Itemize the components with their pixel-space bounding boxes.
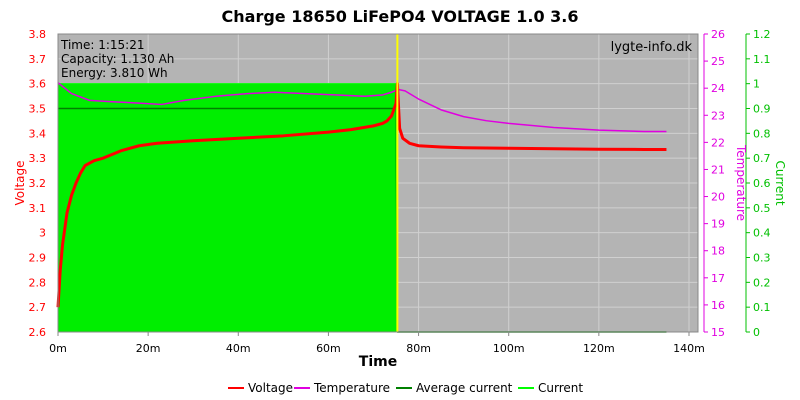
x-tick-label: 120m: [583, 342, 615, 355]
temperature-tick-label: 17: [711, 272, 725, 285]
info-box: Time: 1:15:21 Capacity: 1.130 Ah Energy:…: [60, 38, 174, 80]
current-tick-label: 0.2: [753, 276, 771, 289]
x-tick-label: 20m: [136, 342, 161, 355]
plot-border: [57, 33, 699, 333]
voltage-tick-label: 3: [39, 227, 46, 240]
temperature-axis: 15 16 17 18 19 20 21 22 23 24 25 26: [703, 28, 725, 339]
temperature-tick-label: 26: [711, 28, 725, 41]
current-area: [58, 83, 667, 333]
legend-label: Voltage: [248, 381, 293, 395]
current-tick-label: 0.8: [753, 127, 771, 140]
temperature-tick-label: 21: [711, 163, 725, 176]
temperature-tick-label: 18: [711, 245, 725, 258]
chart-title: Charge 18650 LiFePO4 VOLTAGE 1.0 3.6: [222, 7, 579, 26]
current-tick-label: 0.1: [753, 301, 771, 314]
temperature-tick-label: 16: [711, 299, 725, 312]
info-energy: Energy: 3.810 Wh: [61, 66, 168, 80]
x-tick-label: 100m: [493, 342, 525, 355]
current-tick-label: 0.4: [753, 227, 771, 240]
legend: Voltage Temperature Average current Current: [228, 381, 583, 395]
current-tick-label: 0.5: [753, 202, 771, 215]
voltage-tick-label: 2.6: [29, 326, 47, 339]
watermark: lygte-info.dk: [611, 40, 693, 55]
legend-label: Current: [538, 381, 583, 395]
current-tick-label: 0.9: [753, 103, 771, 116]
current-axis-label: Current: [773, 160, 787, 205]
current-tick-label: 0.6: [753, 177, 771, 190]
current-tick-label: 1.1: [753, 53, 771, 66]
voltage-tick-label: 3.3: [29, 152, 47, 165]
voltage-axis: 2.6 2.7 2.8 2.9 3 3.1 3.2 3.3 3.4 3.5 3.6 3.7 3.8: [29, 28, 47, 339]
current-tick-label: 0: [753, 326, 760, 339]
voltage-tick-label: 3.4: [29, 127, 47, 140]
x-tick-label: 80m: [406, 342, 431, 355]
voltage-axis-label: Voltage: [13, 160, 27, 205]
temperature-axis-label: Temperature: [734, 144, 748, 221]
current-tick-label: 1.2: [753, 28, 771, 41]
x-tick-label: 40m: [226, 342, 251, 355]
temperature-tick-label: 22: [711, 136, 725, 149]
voltage-tick-label: 2.8: [29, 276, 47, 289]
voltage-tick-label: 3.2: [29, 177, 47, 190]
temperature-tick-label: 15: [711, 326, 725, 339]
series-line-voltage: [56, 82, 667, 308]
info-capacity: Capacity: 1.130 Ah: [61, 52, 174, 66]
x-axis-label: Time: [359, 354, 397, 370]
voltage-tick-label: 2.7: [29, 301, 47, 314]
x-tick-label: 60m: [316, 342, 341, 355]
voltage-tick-label: 3.1: [29, 202, 47, 215]
current-tick-label: 1: [753, 78, 760, 91]
voltage-tick-label: 2.9: [29, 252, 47, 265]
temperature-tick-label: 19: [711, 218, 725, 231]
current-tick-label: 0.3: [753, 252, 771, 265]
current-tick-label: 0.7: [753, 152, 771, 165]
x-tick-label: 140m: [673, 342, 705, 355]
voltage-tick-label: 3.7: [29, 53, 47, 66]
temperature-tick-label: 24: [711, 82, 725, 95]
voltage-tick-label: 3.8: [29, 28, 47, 41]
temperature-tick-label: 25: [711, 55, 725, 68]
legend-label: Temperature: [313, 381, 390, 395]
x-axis: 0m 20m 40m 60m 80m 100m 120m 140m: [49, 332, 705, 355]
temperature-tick-label: 23: [711, 109, 725, 122]
voltage-tick-label: 3.6: [29, 78, 47, 91]
current-fill: [58, 83, 667, 333]
legend-label: Average current: [416, 381, 513, 395]
info-time: Time: 1:15:21: [60, 38, 144, 52]
series-line-temperature: [57, 82, 667, 133]
voltage-tick-label: 3.5: [29, 103, 47, 116]
current-axis: 0 0.1 0.2 0.3 0.4 0.5 0.6 0.7 0.8 0.9 1 1.1 1.2: [745, 28, 771, 339]
temperature-tick-label: 20: [711, 191, 725, 204]
x-tick-label: 0m: [49, 342, 67, 355]
